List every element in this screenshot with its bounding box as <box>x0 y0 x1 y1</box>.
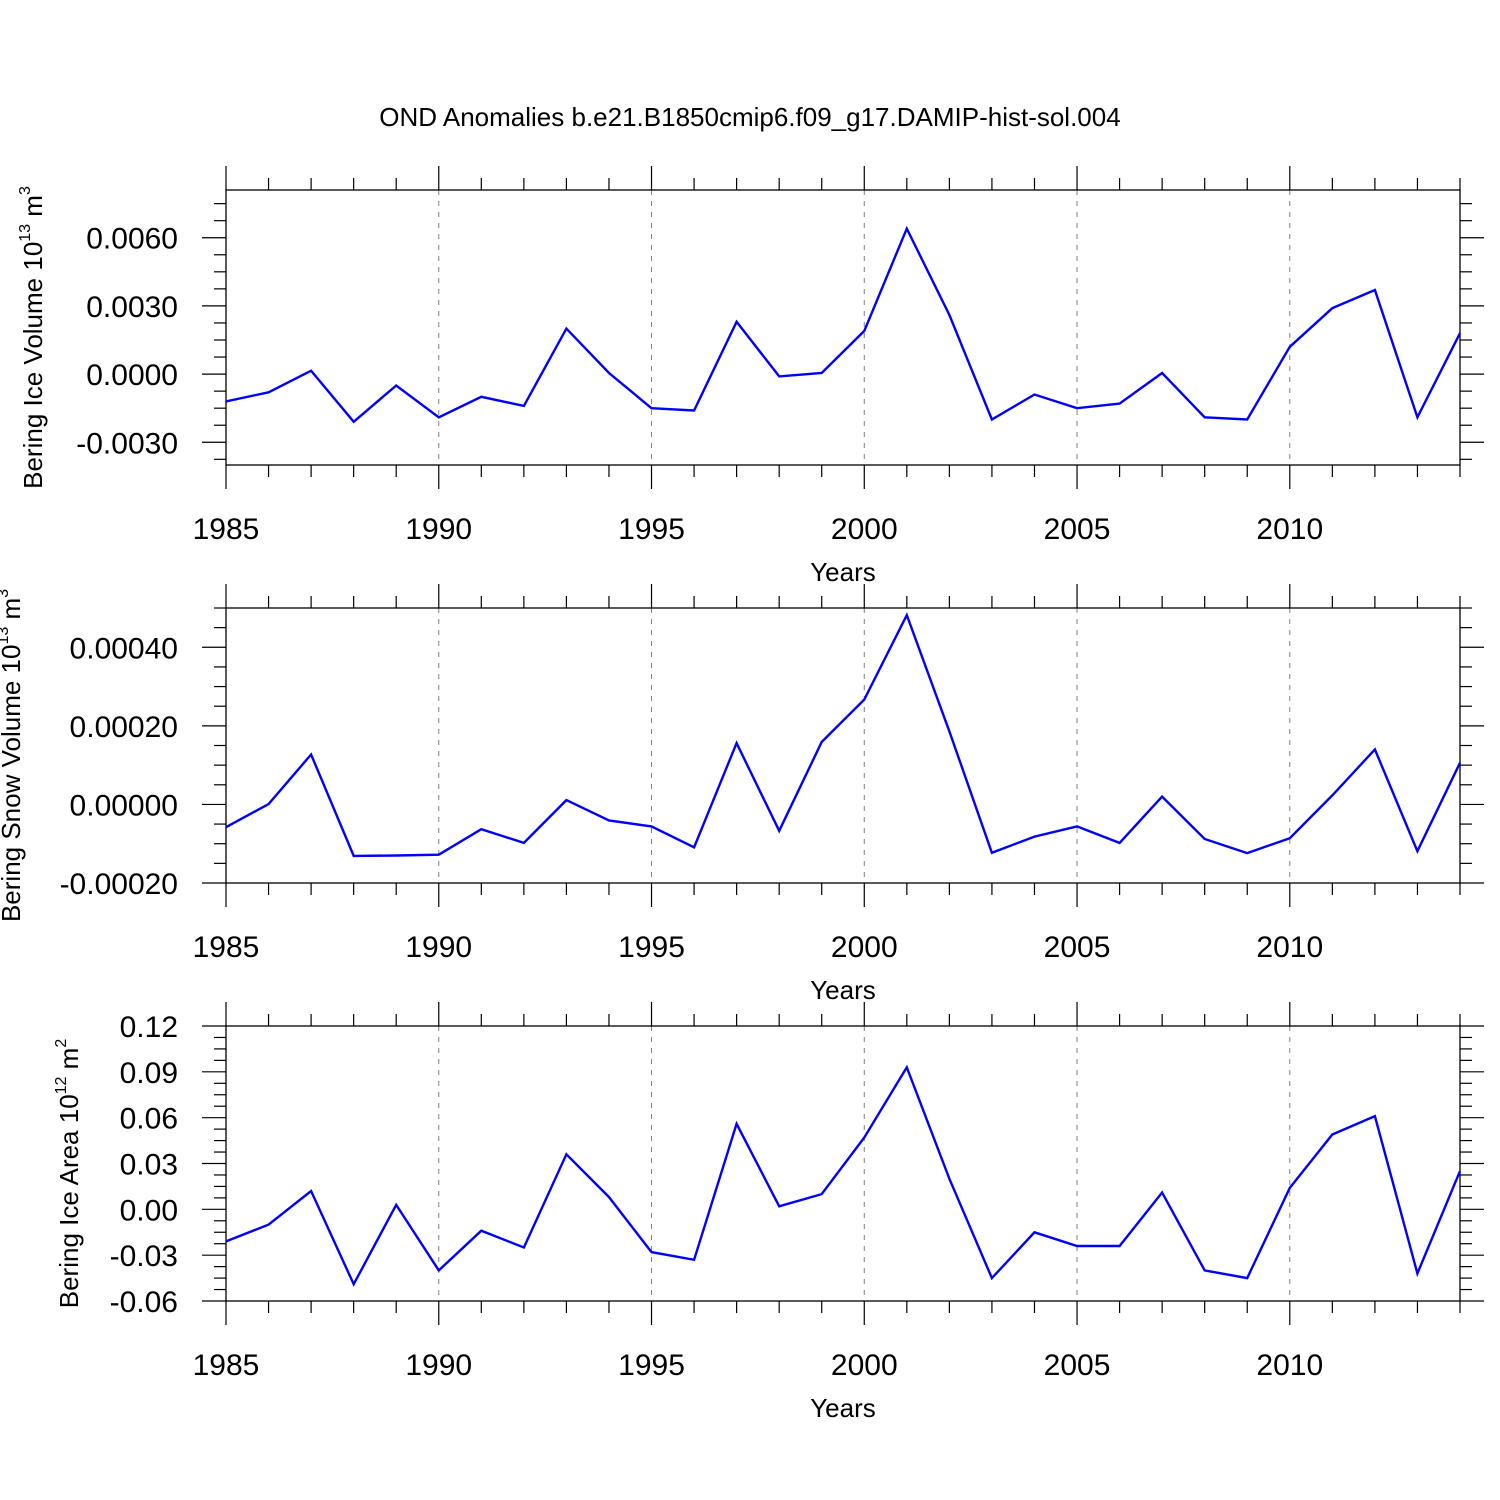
panel-3: 1985 1990 1995 2000 2005 2010 -0.06 -0.03 0.00 0.… <box>53 1002 1484 1423</box>
y-axis-title: Bering Snow Volume 1013 m3 <box>0 589 26 922</box>
x-tick-label: 1985 <box>193 931 260 964</box>
y-tick-label: 0.12 <box>120 1011 178 1044</box>
panel-1: 1985 1990 1995 2000 2005 2010 -0.0030 0.0000 0.0… <box>17 166 1484 587</box>
x-axis-title: Years <box>810 1393 876 1423</box>
x-tick-label: 1990 <box>405 931 472 964</box>
y-axis-title: Bering Ice Volume 1013 m3 <box>17 186 48 489</box>
y-axis-title: Bering Ice Area 1012 m2 <box>53 1039 84 1309</box>
y-tick-label: 0.00020 <box>70 711 178 744</box>
panels: 1985 1990 1995 2000 2005 2010 -0.0030 0.0000 0.0… <box>0 166 1484 1423</box>
series-line <box>225 1064 1462 1287</box>
series-line <box>225 612 1462 858</box>
x-tick-label: 2000 <box>831 513 898 546</box>
x-tick-label: 1995 <box>618 931 685 964</box>
y-axis-title-exponent: 13 <box>0 627 12 645</box>
x-tick-label: 2010 <box>1256 931 1323 964</box>
y-tick-label: 0.0060 <box>86 223 178 256</box>
panel-2: 1985 1990 1995 2000 2005 2010 -0.00020 0.00000 0… <box>0 584 1484 1005</box>
y-axis-title-unit-exponent: 2 <box>53 1039 70 1048</box>
figure-title: OND Anomalies b.e21.B1850cmip6.f09_g17.D… <box>379 102 1120 132</box>
y-tick-label: 0.09 <box>120 1057 178 1090</box>
x-tick-label: 2000 <box>831 1349 898 1382</box>
y-tick-label: -0.03 <box>110 1240 178 1273</box>
y-axis-title-unit: m <box>0 598 26 627</box>
x-tick-label: 2010 <box>1256 1349 1323 1382</box>
plot-frame <box>225 189 1461 466</box>
x-tick-label: 1990 <box>405 513 472 546</box>
y-tick-label: 0.03 <box>120 1149 178 1182</box>
x-tick-label: 2005 <box>1044 1349 1111 1382</box>
x-tick-label: 1995 <box>618 513 685 546</box>
x-tick-label: 1990 <box>405 1349 472 1382</box>
x-tick-label: 1985 <box>193 1349 260 1382</box>
y-axis-title-exponent: 13 <box>17 224 34 242</box>
x-tick-label: 1985 <box>193 513 260 546</box>
x-axis-title: Years <box>810 975 876 1005</box>
x-tick-label: 2010 <box>1256 513 1323 546</box>
x-tick-label: 2005 <box>1044 513 1111 546</box>
x-tick-label: 2000 <box>831 931 898 964</box>
plot-frame <box>225 1025 1461 1302</box>
y-tick-label: 0.0030 <box>86 291 178 324</box>
y-axis-title-unit-exponent: 3 <box>17 186 34 195</box>
y-axis-title-text: Bering Ice Volume 10 <box>18 242 48 489</box>
y-axis-title-exponent: 12 <box>53 1076 70 1094</box>
y-axis-title-unit: m <box>18 195 48 224</box>
plot-frame <box>225 607 1461 884</box>
series-line <box>225 225 1462 424</box>
y-tick-label: 0.00 <box>120 1194 178 1227</box>
x-tick-label: 1995 <box>618 1349 685 1382</box>
y-axis-title-text: Bering Ice Area 10 <box>54 1094 84 1308</box>
y-tick-label: -0.06 <box>110 1286 178 1319</box>
y-tick-label: -0.00020 <box>60 868 178 901</box>
y-axis-title-unit-exponent: 3 <box>0 589 12 598</box>
y-tick-label: 0.00000 <box>70 789 178 822</box>
y-axis-title-text: Bering Snow Volume 10 <box>0 645 26 923</box>
y-tick-label: 0.0000 <box>86 359 178 392</box>
y-tick-label: 0.00040 <box>70 632 178 665</box>
y-tick-label: -0.0030 <box>76 427 178 460</box>
y-axis-title-unit: m <box>54 1048 84 1077</box>
x-axis-title: Years <box>810 557 876 587</box>
y-tick-label: 0.06 <box>120 1103 178 1136</box>
x-tick-label: 2005 <box>1044 931 1111 964</box>
